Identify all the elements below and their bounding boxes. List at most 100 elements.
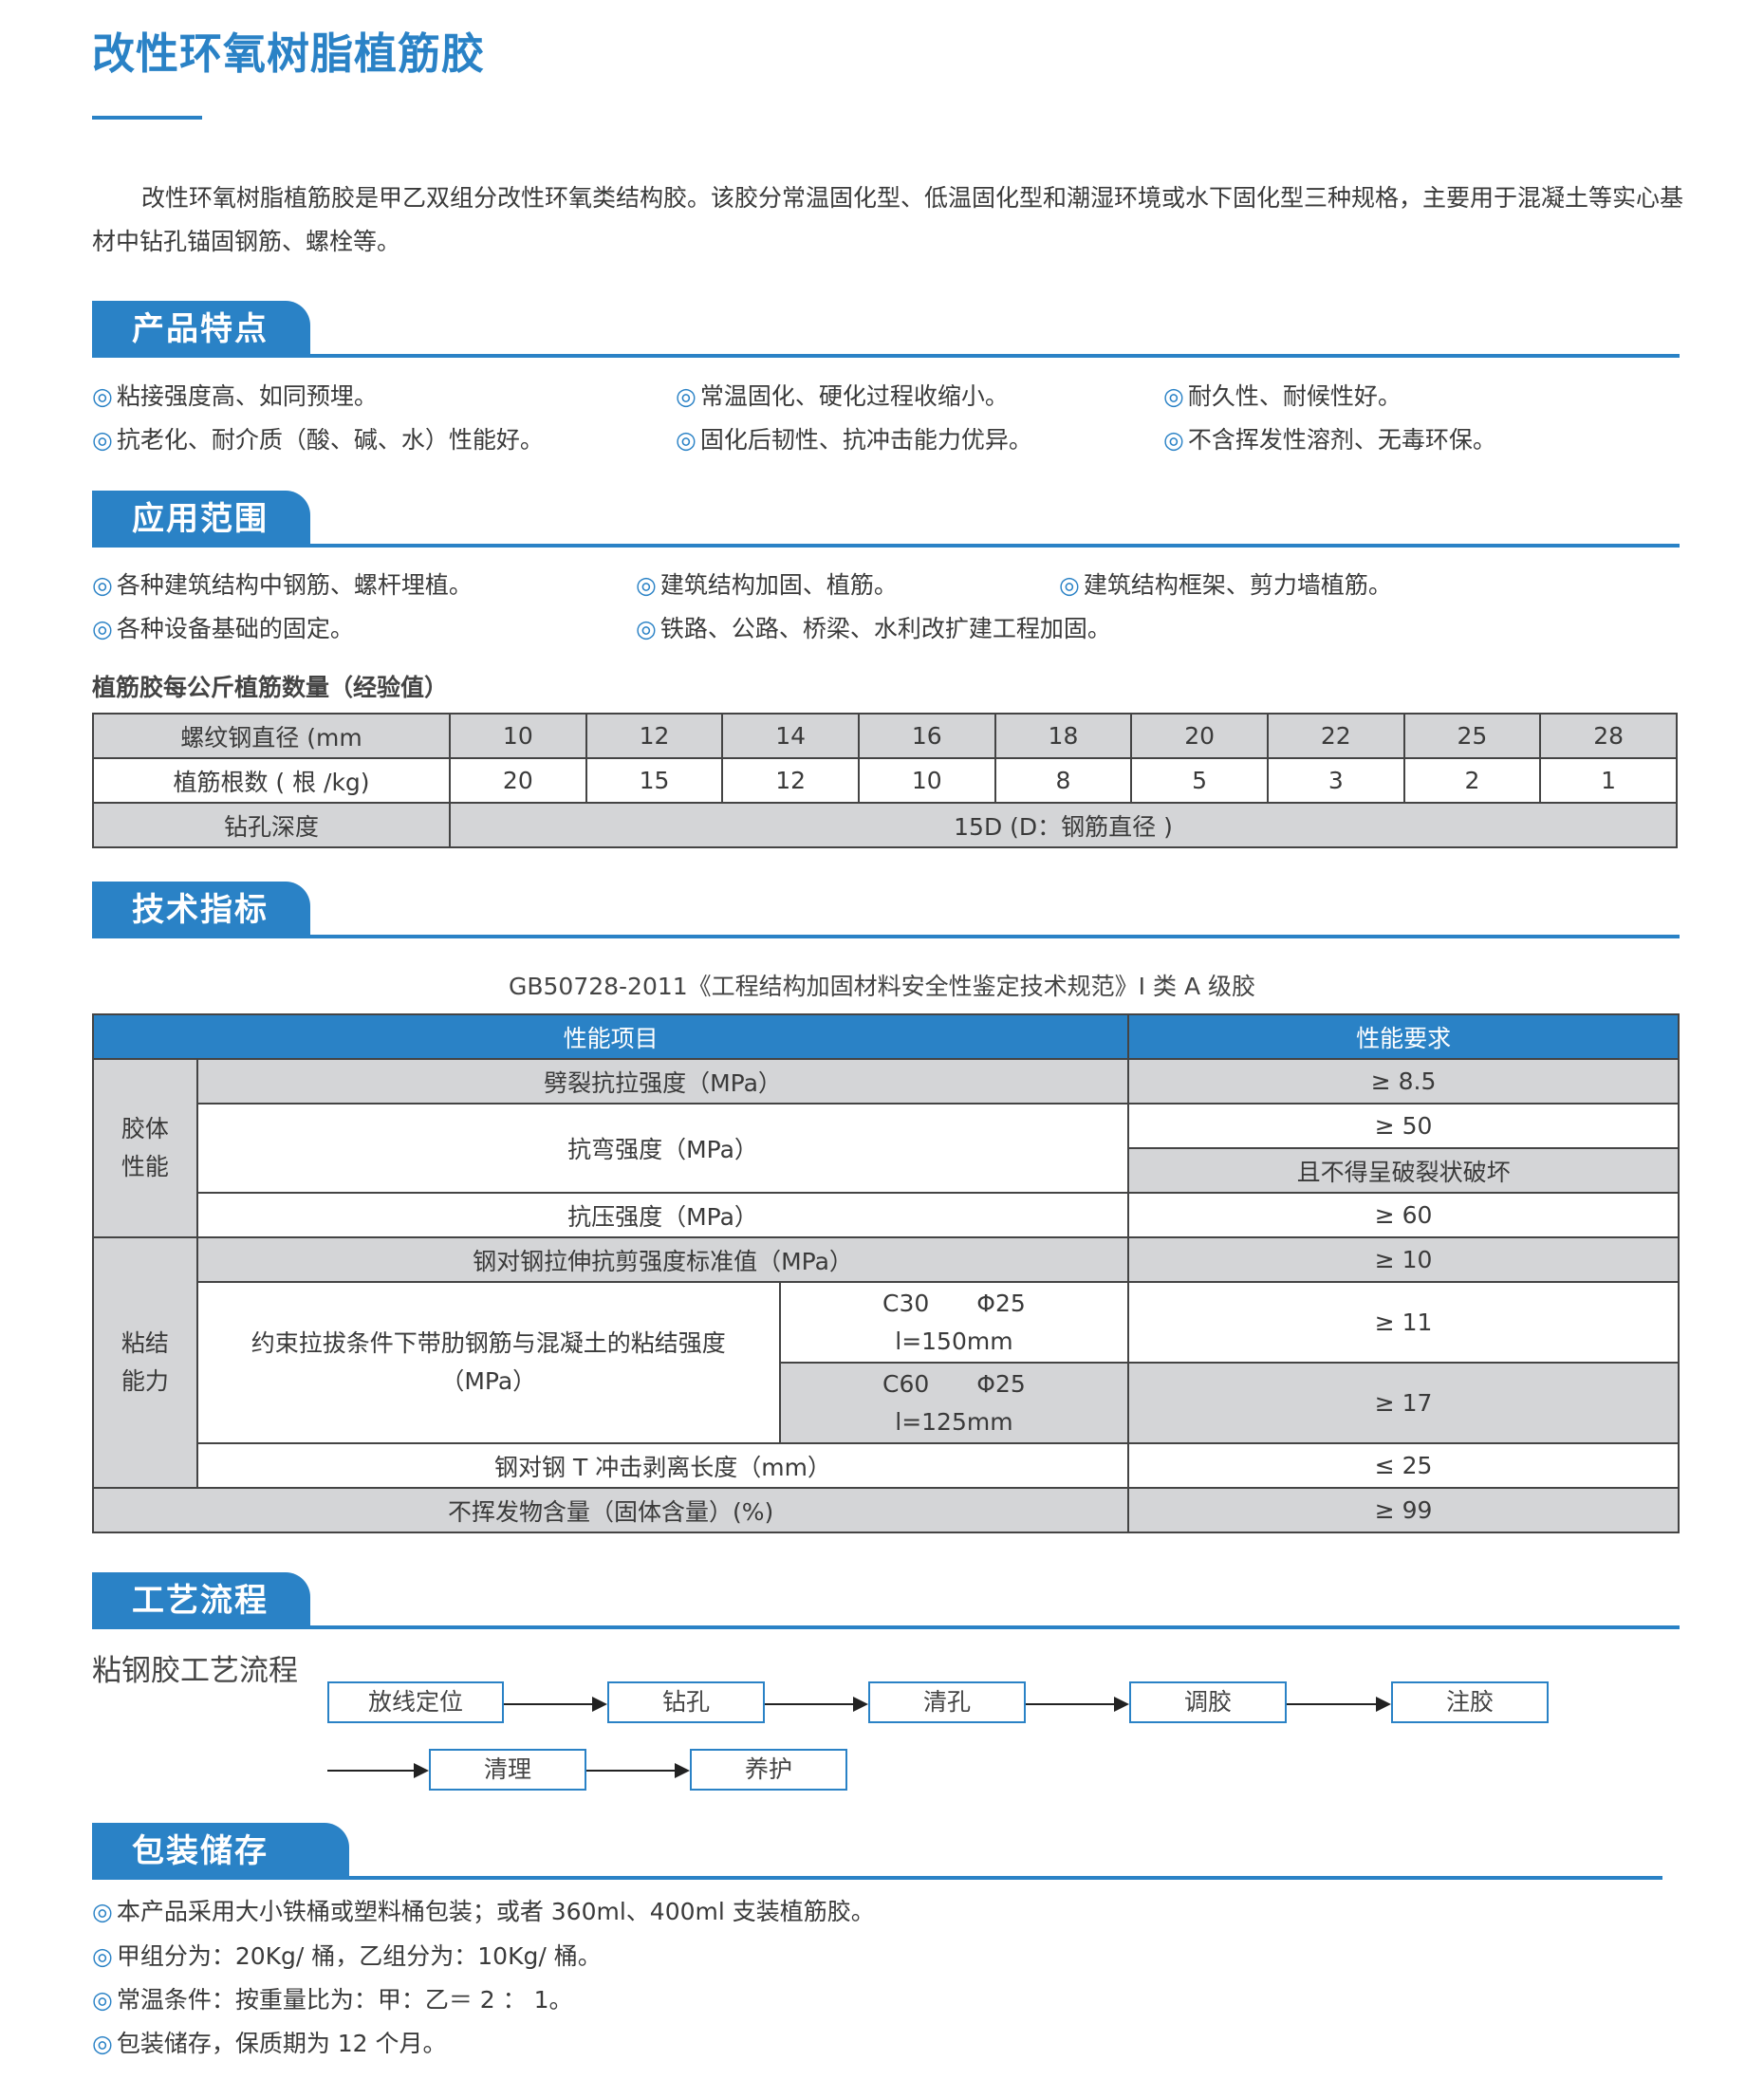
bullet-icon: ◎ — [92, 2030, 113, 2057]
count-cell: 5 — [1130, 757, 1269, 804]
bullet-icon: ◎ — [92, 426, 113, 454]
list-item: ◎ 各种设备基础的固定。 — [92, 610, 354, 644]
bullet-icon: ◎ — [1163, 382, 1184, 410]
spec-item: 钢对钢拉伸抗剪强度标准值（MPa） — [195, 1236, 1130, 1283]
spec-item: 约束拉拔条件下带肋钢筋与混凝土的粘结强度 （MPa） — [195, 1281, 781, 1444]
spec-req: ≥ 50 — [1127, 1103, 1680, 1149]
diameter-cell: 10 — [449, 713, 587, 759]
bullet-icon: ◎ — [92, 1942, 113, 1970]
bullet-icon: ◎ — [676, 426, 696, 454]
rebar-table-caption: 植筋胶每公斤植筋数量（经验值） — [92, 674, 449, 701]
list-item-text: 甲组分为：20Kg/ 桶，乙组分为：10Kg/ 桶。 — [116, 1942, 602, 1970]
list-item: ◎ 常温固化、硬化过程收缩小。 — [676, 378, 1009, 412]
diameter-cell: 25 — [1402, 713, 1542, 759]
spec-req: ≥ 8.5 — [1127, 1058, 1680, 1105]
process-caption: 粘钢胶工艺流程 — [92, 1654, 298, 1688]
bullet-icon: ◎ — [92, 615, 113, 642]
spec-req: ≥ 17 — [1127, 1362, 1680, 1444]
count-cell: 15 — [585, 757, 724, 804]
list-item: ◎ 抗老化、耐介质（酸、碱、水）性能好。 — [92, 421, 544, 455]
process-step: 清孔 — [868, 1681, 1026, 1723]
spec-req: ≥ 60 — [1127, 1192, 1680, 1238]
bullet-icon: ◎ — [676, 382, 696, 410]
group-label: 粘结 能力 — [92, 1236, 198, 1489]
spec-item: 抗压强度（MPa） — [195, 1192, 1130, 1238]
spec-req: 且不得呈破裂状破坏 — [1127, 1147, 1680, 1194]
spec-item: 抗弯强度（MPa） — [195, 1103, 1130, 1194]
list-item: ◎ 粘接强度高、如同预埋。 — [92, 378, 378, 412]
spec-item: 不挥发物含量（固体含量）(%) — [91, 1487, 1130, 1533]
bullet-icon: ◎ — [92, 1986, 113, 2014]
list-item: ◎ 本产品采用大小铁桶或塑料桶包装；或者 360ml、400ml 支装植筋胶。 — [92, 1893, 875, 1927]
bullet-icon: ◎ — [636, 615, 657, 642]
count-cell: 20 — [449, 757, 587, 804]
list-item: ◎ 不含挥发性溶剂、无毒环保。 — [1163, 421, 1496, 455]
divider — [92, 354, 1680, 358]
drill-depth: 15D (D：钢筋直径 ) — [449, 802, 1678, 848]
process-step: 钻孔 — [607, 1681, 765, 1723]
intro-paragraph: 改性环氧树脂植筋胶是甲乙双组分改性环氧类结构胶。该胶分常温固化型、低温固化型和潮… — [92, 184, 1684, 255]
list-item: ◎ 包装储存，保质期为 12 个月。 — [92, 2025, 447, 2059]
count-cell: 12 — [721, 757, 860, 804]
process-step: 养护 — [690, 1749, 847, 1791]
list-item: ◎ 固化后韧性、抗冲击能力优异。 — [676, 421, 1032, 455]
header-item: 性能项目 — [91, 1013, 1130, 1060]
tech-spec-table: 性能项目 性能要求 胶体 性能 劈裂抗拉强度（MPa） ≥ 8.5 抗弯强度（MPa… — [91, 1013, 1680, 1533]
bullet-icon: ◎ — [92, 382, 113, 410]
list-item: ◎ 耐久性、耐候性好。 — [1163, 378, 1402, 412]
count-cell: 3 — [1266, 757, 1405, 804]
bullet-icon: ◎ — [1163, 426, 1184, 454]
arrow-right-icon — [765, 1697, 868, 1712]
count-cell: 2 — [1402, 757, 1542, 804]
diameter-cell: 12 — [585, 713, 724, 759]
list-item: ◎ 建筑结构框架、剪力墙植筋。 — [1059, 566, 1392, 601]
list-item-text: 不含挥发性溶剂、无毒环保。 — [1187, 426, 1496, 454]
section-features-header: 产品特点 — [92, 301, 1680, 358]
count-cell: 1 — [1539, 757, 1678, 804]
list-item-text: 常温固化、硬化过程收缩小。 — [699, 382, 1009, 410]
section-applications-header: 应用范围 — [92, 491, 1680, 548]
list-item-text: 建筑结构框架、剪力墙植筋。 — [1083, 571, 1392, 599]
divider — [92, 935, 1680, 938]
arrow-right-icon — [1026, 1697, 1129, 1712]
divider — [92, 1876, 1662, 1880]
arrow-right-icon — [504, 1697, 607, 1712]
section-title: 产品特点 — [92, 301, 310, 358]
section-title: 工艺流程 — [92, 1572, 310, 1629]
list-item-text: 建筑结构加固、植筋。 — [659, 571, 898, 599]
row-label: 钻孔深度 — [92, 802, 451, 848]
diameter-cell: 18 — [993, 713, 1133, 759]
bullet-icon: ◎ — [92, 1898, 113, 1925]
diameter-cell: 28 — [1539, 713, 1678, 759]
diameter-cell: 22 — [1266, 713, 1405, 759]
bullet-icon: ◎ — [636, 571, 657, 599]
count-cell: 8 — [993, 757, 1133, 804]
page-title: 改性环氧树脂植筋胶 — [92, 28, 486, 79]
divider — [92, 1625, 1680, 1629]
group-label: 胶体 性能 — [92, 1058, 198, 1238]
header-req: 性能要求 — [1127, 1013, 1680, 1060]
diameter-cell: 16 — [857, 713, 996, 759]
section-process-header: 工艺流程 — [92, 1572, 1680, 1629]
arrow-right-icon — [1287, 1697, 1391, 1712]
list-item-text: 粘接强度高、如同预埋。 — [116, 382, 378, 410]
section-title: 包装储存 — [92, 1823, 349, 1880]
process-step: 清理 — [429, 1749, 586, 1791]
list-item-text: 各种设备基础的固定。 — [116, 615, 354, 642]
rebar-table: 螺纹钢直径 (mm 10 12 14 16 18 20 22 25 28 植筋根数 ( 根 /kg… — [92, 713, 1678, 848]
list-item: ◎ 各种建筑结构中钢筋、螺杆埋植。 — [92, 566, 473, 601]
process-step: 调胶 — [1129, 1681, 1287, 1723]
arrow-right-icon — [327, 1763, 429, 1778]
process-step: 放线定位 — [327, 1681, 504, 1723]
bullet-icon: ◎ — [92, 571, 113, 599]
diameter-cell: 14 — [721, 713, 860, 759]
list-item-text: 本产品采用大小铁桶或塑料桶包装；或者 360ml、400ml 支装植筋胶。 — [116, 1898, 875, 1925]
spec-condition: C30 Φ25 l=150mm — [778, 1281, 1130, 1364]
section-title: 应用范围 — [92, 491, 310, 548]
list-item-text: 抗老化、耐介质（酸、碱、水）性能好。 — [116, 426, 544, 454]
count-cell: 10 — [857, 757, 996, 804]
bullet-icon: ◎ — [1059, 571, 1080, 599]
row-label: 植筋根数 ( 根 /kg) — [92, 757, 451, 804]
section-tech-header: 技术指标 — [92, 882, 1680, 938]
spec-item: 钢对钢 T 冲击剥离长度（mm） — [195, 1442, 1130, 1489]
